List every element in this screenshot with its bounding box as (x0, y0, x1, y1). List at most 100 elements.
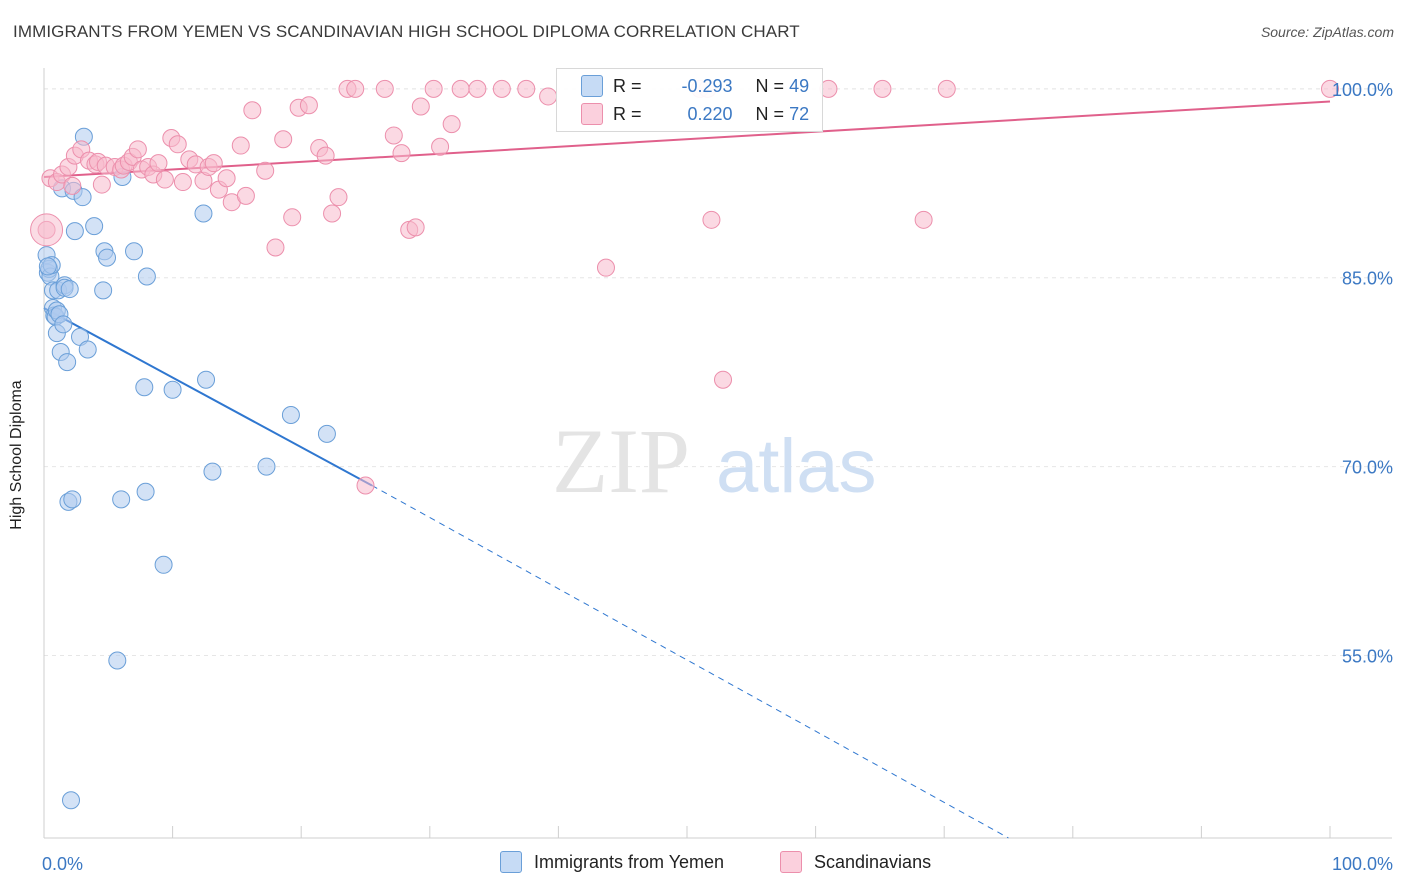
point-scandinavians (299, 96, 318, 115)
point-scandinavians (431, 137, 450, 156)
axes (43, 68, 1392, 839)
legend-r-value: 0.220 (687, 103, 733, 124)
point-scandinavians (149, 154, 168, 173)
watermark-atlas: atlas (716, 424, 877, 509)
legend-n-label: N = (755, 103, 785, 124)
point-yemen (317, 424, 336, 443)
point-yemen (62, 791, 81, 810)
point-scandinavians (329, 188, 348, 207)
point-scandinavians (266, 238, 285, 257)
point-scandinavians (517, 79, 536, 98)
point-yemen (94, 281, 113, 300)
point-yemen (197, 370, 216, 389)
point-scandinavians (714, 370, 733, 389)
y-tick-label: 100.0% (1332, 80, 1393, 100)
data-points (30, 79, 1339, 810)
point-scandinavians (937, 79, 956, 98)
y-axis-label: High School Diploma (8, 380, 25, 530)
watermark: ZIP atlas (552, 410, 877, 512)
x-tick-label: 0.0% (42, 854, 83, 874)
point-yemen (154, 555, 173, 574)
point-yemen (136, 482, 155, 501)
source-label: Source: ZipAtlas.com (1260, 24, 1394, 40)
point-yemen (38, 257, 57, 276)
point-yemen (194, 204, 213, 223)
point-scandinavians (873, 79, 892, 98)
legend-n-value: 72 (789, 103, 810, 124)
point-scandinavians (539, 87, 558, 106)
watermark-zip: ZIP (552, 410, 690, 512)
point-scandinavians (92, 175, 111, 194)
legend-r-value: -0.293 (681, 75, 733, 96)
point-scandinavians (468, 79, 487, 98)
point-yemen (137, 267, 156, 286)
point-yemen (108, 651, 127, 670)
legend-item-yemen[interactable]: Immigrants from Yemen (500, 851, 724, 873)
stats-legend: R = -0.293 N = 49 R = 0.220 N = 72 (556, 68, 823, 132)
point-yemen (98, 248, 117, 267)
point-yemen (78, 340, 97, 359)
x-tick-label: 100.0% (1332, 854, 1393, 874)
point-scandinavians (596, 258, 615, 277)
point-scandinavians-large (30, 213, 64, 247)
legend-swatch-yemen (500, 851, 522, 873)
point-scandinavians (392, 144, 411, 163)
y-tick-label: 55.0% (1342, 646, 1393, 666)
point-yemen (85, 217, 104, 236)
point-scandinavians (173, 173, 192, 192)
legend-n-value: 49 (789, 75, 810, 96)
legend-label-scandinavians: Scandinavians (814, 851, 932, 872)
point-scandinavians (256, 161, 275, 180)
trend-line-scandinavians (43, 100, 1331, 179)
point-scandinavians (1321, 79, 1339, 98)
legend-r-label: R = (613, 75, 642, 96)
point-yemen (281, 405, 300, 424)
point-scandinavians (375, 79, 394, 98)
point-scandinavians (356, 476, 375, 495)
point-scandinavians (346, 79, 365, 98)
y-tick-label: 70.0% (1342, 458, 1393, 478)
point-scandinavians (323, 204, 342, 223)
point-scandinavians (406, 218, 425, 237)
point-scandinavians (243, 101, 262, 120)
point-scandinavians (168, 135, 187, 154)
legend-swatch-scandinavians (780, 851, 802, 873)
legend-n-label: N = (755, 75, 785, 96)
legend-r-label: R = (613, 103, 642, 124)
point-scandinavians (702, 210, 721, 229)
point-scandinavians (274, 130, 293, 149)
point-scandinavians (442, 115, 461, 134)
point-yemen (125, 242, 144, 261)
series-legend: Immigrants from Yemen Scandinavians (0, 851, 1406, 879)
tick-labels: 55.0% 70.0% 85.0% 100.0% 0.0% 100.0% (42, 80, 1393, 874)
point-yemen (112, 490, 131, 509)
legend-item-scandinavians[interactable]: Scandinavians (780, 851, 931, 873)
point-scandinavians (231, 136, 250, 155)
grid-lines (44, 88, 1392, 656)
point-scandinavians (236, 186, 255, 205)
point-yemen (163, 380, 182, 399)
point-scandinavians (424, 79, 443, 98)
point-scandinavians (283, 208, 302, 227)
point-scandinavians (384, 126, 403, 145)
point-scandinavians (316, 146, 335, 165)
point-yemen (203, 462, 222, 481)
point-scandinavians (63, 176, 82, 195)
trend-line-yemen-projection (371, 485, 1009, 839)
point-yemen (73, 188, 92, 207)
chart-title: IMMIGRANTS FROM YEMEN VS SCANDINAVIAN HI… (13, 22, 800, 41)
point-scandinavians (492, 79, 511, 98)
legend-label-yemen: Immigrants from Yemen (534, 851, 725, 872)
point-scandinavians (217, 169, 236, 188)
point-yemen (257, 457, 276, 476)
point-yemen (135, 378, 154, 397)
point-scandinavians (451, 79, 470, 98)
point-yemen (63, 490, 82, 509)
point-scandinavians (914, 210, 933, 229)
point-yemen (58, 353, 77, 372)
point-yemen (65, 222, 84, 241)
legend-swatch-yemen (581, 75, 603, 97)
y-tick-label: 85.0% (1342, 269, 1393, 289)
legend-swatch-scandinavians (581, 103, 603, 125)
